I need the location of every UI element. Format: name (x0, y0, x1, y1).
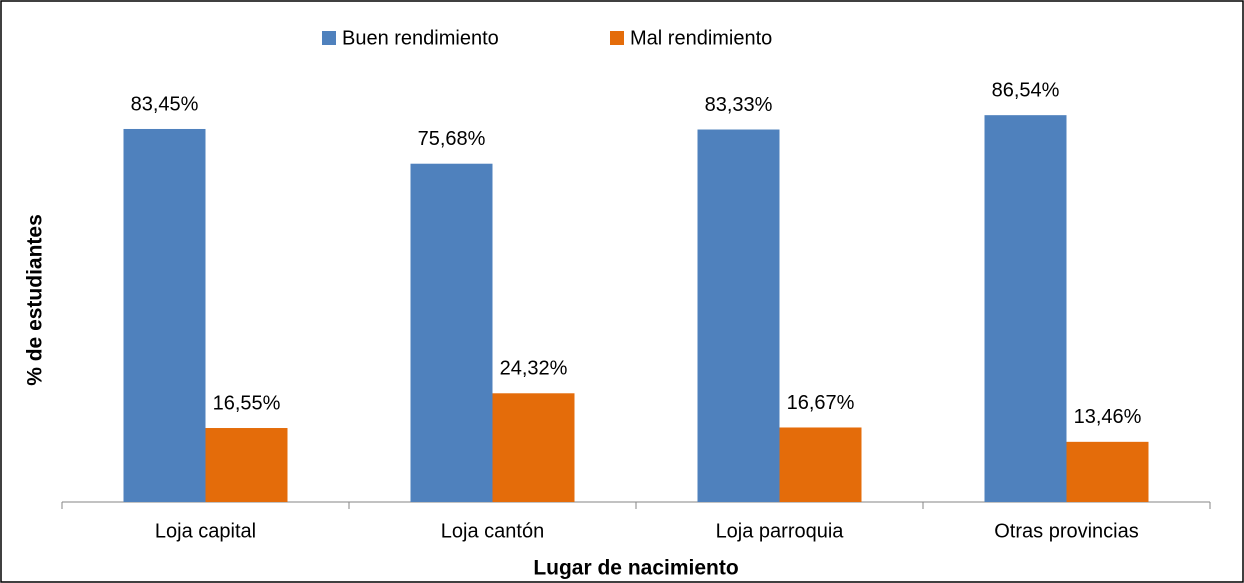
x-tick-label: Loja capital (155, 520, 256, 542)
data-label: 83,33% (705, 94, 773, 116)
legend-label: Buen rendimiento (342, 27, 499, 49)
data-label: 16,55% (213, 392, 281, 414)
x-tick-label: Loja cantón (441, 520, 544, 542)
legend-swatch (610, 31, 624, 45)
data-label: 24,32% (500, 358, 568, 380)
data-label: 75,68% (418, 128, 486, 150)
bar (1066, 441, 1149, 502)
bar (492, 393, 575, 502)
data-label: 86,54% (992, 79, 1060, 101)
bar (410, 163, 493, 503)
legend-swatch (322, 31, 336, 45)
bar (984, 115, 1067, 502)
x-tick-label: Loja parroquia (716, 520, 845, 542)
data-label: 16,67% (787, 392, 855, 414)
legend-label: Mal rendimiento (630, 27, 772, 49)
x-axis-label: Lugar de nacimiento (533, 557, 738, 580)
x-tick-label: Otras provincias (994, 520, 1139, 542)
bar (779, 427, 862, 502)
bar (123, 128, 206, 502)
data-label: 13,46% (1074, 406, 1142, 428)
bar (697, 129, 780, 502)
y-axis-label: % de estudiantes (24, 214, 47, 386)
data-label: 83,45% (131, 93, 199, 115)
bar (205, 428, 288, 502)
